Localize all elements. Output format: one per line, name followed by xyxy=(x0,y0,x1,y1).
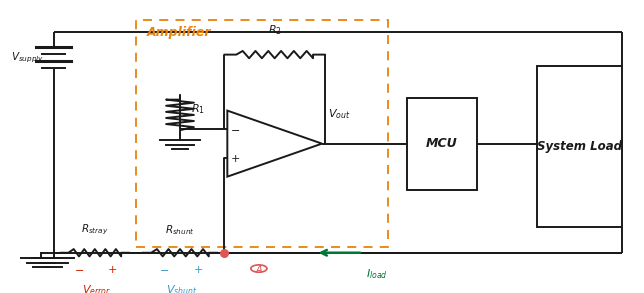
Text: $R_{stray}$: $R_{stray}$ xyxy=(81,223,109,237)
Text: $V_{shunt}$: $V_{shunt}$ xyxy=(166,283,198,293)
FancyBboxPatch shape xyxy=(407,98,477,190)
Text: $V_{error}$: $V_{error}$ xyxy=(82,283,111,293)
Text: $+$: $+$ xyxy=(193,264,203,275)
Text: $-$: $-$ xyxy=(230,124,240,134)
FancyBboxPatch shape xyxy=(536,66,621,227)
Text: $+$: $+$ xyxy=(108,264,118,275)
Text: $R_2$: $R_2$ xyxy=(268,24,281,38)
Text: $-$: $-$ xyxy=(159,264,169,274)
Text: $I_{load}$: $I_{load}$ xyxy=(366,267,388,281)
Text: $V_{supply}$: $V_{supply}$ xyxy=(11,50,44,65)
Text: Amplifier: Amplifier xyxy=(147,26,212,39)
Text: $-$: $-$ xyxy=(74,264,84,274)
Text: MCU: MCU xyxy=(426,137,458,150)
Text: $R_{shunt}$: $R_{shunt}$ xyxy=(165,223,195,237)
Text: $V_{out}$: $V_{out}$ xyxy=(328,107,351,121)
Text: $+$: $+$ xyxy=(230,153,240,164)
Text: System Load: System Load xyxy=(536,140,621,153)
Text: $A$: $A$ xyxy=(254,263,263,275)
Text: $R_1$: $R_1$ xyxy=(191,102,205,116)
